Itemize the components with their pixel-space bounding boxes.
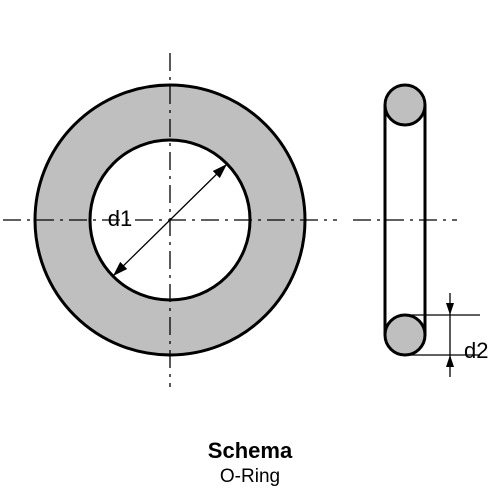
diagram-root: d1 d2 Schema O-Ring: [0, 0, 500, 500]
diagram-svg: d1 d2: [0, 0, 500, 500]
d1-label: d1: [108, 206, 132, 231]
caption-subtitle: O-Ring: [0, 466, 500, 488]
caption-title: Schema: [0, 438, 500, 464]
caption: Schema O-Ring: [0, 438, 500, 488]
d2-label: d2: [464, 338, 488, 363]
